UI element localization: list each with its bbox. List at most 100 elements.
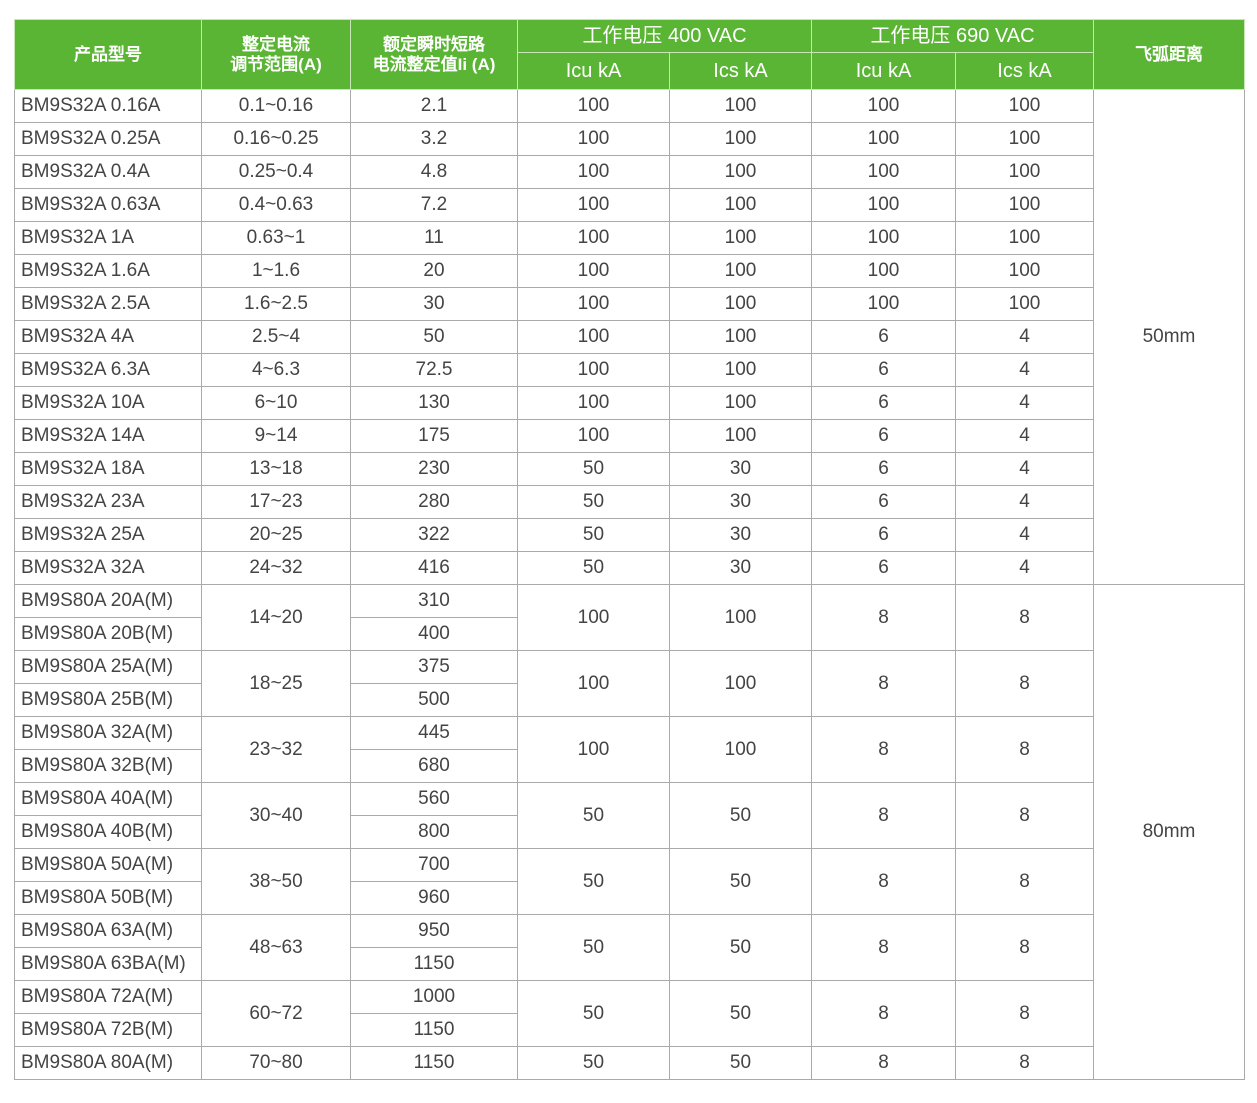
cell-ii: 416: [350, 551, 518, 585]
cell-model: BM9S32A 6.3A: [14, 353, 202, 387]
cell-icu-400: 50: [517, 452, 670, 486]
cell-ics-690: 100: [955, 122, 1094, 156]
cell-ics-400: 100: [669, 254, 812, 288]
cell-ii: 310: [350, 584, 518, 618]
cell-ics-690: 4: [955, 518, 1094, 552]
cell-model: BM9S80A 50A(M): [14, 848, 202, 882]
cell-ii: 20: [350, 254, 518, 288]
cell-ics-690: 100: [955, 155, 1094, 189]
cell-icu-400: 100: [517, 155, 670, 189]
cell-icu-400: 100: [517, 221, 670, 255]
table-row: BM9S32A 1A 0.63~1 11 100 100 100 100: [14, 221, 1245, 255]
cell-icu-400: 100: [517, 89, 670, 123]
cell-range: 17~23: [201, 485, 351, 519]
table-row: BM9S32A 14A 9~14 175 100 100 6 4: [14, 419, 1245, 453]
cell-model: BM9S32A 0.4A: [14, 155, 202, 189]
cell-ii: 30: [350, 287, 518, 321]
cell-icu-400: 50: [517, 1046, 670, 1080]
header-ii-line1: 额定瞬时短路: [383, 34, 485, 54]
cell-icu-690: 8: [811, 650, 956, 717]
cell-ics-400: 50: [669, 782, 812, 849]
cell-model: BM9S32A 1A: [14, 221, 202, 255]
cell-range: 60~72: [201, 980, 351, 1047]
table-row: BM9S80A 32A(M) 23~32 445 100 100 8 8: [14, 716, 1245, 783]
cell-icu-690: 100: [811, 188, 956, 222]
cell-ics-690: 100: [955, 89, 1094, 123]
cell-ics-400: 100: [669, 221, 812, 255]
cell-ii: 445: [350, 716, 518, 750]
cell-ics-690: 100: [955, 188, 1094, 222]
header-range-line1: 整定电流: [242, 34, 310, 54]
cell-ics-690: 8: [955, 716, 1094, 783]
header-icu-400: Icu kA: [517, 52, 670, 90]
cell-range: 0.63~1: [201, 221, 351, 255]
cell-range: 6~10: [201, 386, 351, 420]
cell-icu-400: 100: [517, 188, 670, 222]
header-ii: 额定瞬时短路 电流整定值Ii (A): [350, 19, 518, 90]
cell-ii: 322: [350, 518, 518, 552]
cell-icu-690: 8: [811, 980, 956, 1047]
table-row: BM9S32A 4A 2.5~4 50 100 100 6 4: [14, 320, 1245, 354]
header-v400: 工作电压 400 VAC: [517, 19, 812, 53]
cell-arc-distance: 80mm: [1093, 584, 1245, 1080]
header-arc: 飞弧距离: [1093, 19, 1245, 90]
cell-model: BM9S32A 2.5A: [14, 287, 202, 321]
header-ics-690: Ics kA: [955, 52, 1094, 90]
table-row: BM9S80A 63A(M) 48~63 950 50 50 8 8: [14, 914, 1245, 981]
table-row: BM9S80A 25A(M) 18~25 375 100 100 8 8: [14, 650, 1245, 717]
cell-ics-400: 100: [669, 584, 812, 651]
cell-ii: 11: [350, 221, 518, 255]
cell-range: 38~50: [201, 848, 351, 915]
cell-icu-690: 100: [811, 122, 956, 156]
cell-ii: 1000: [350, 980, 518, 1014]
table-row: BM9S32A 32A 24~32 416 50 30 6 4: [14, 551, 1245, 585]
cell-model: BM9S80A 72A(M): [14, 980, 202, 1014]
header-icu-690: Icu kA: [811, 52, 956, 90]
cell-ics-400: 100: [669, 122, 812, 156]
cell-ics-400: 50: [669, 914, 812, 981]
cell-ics-690: 8: [955, 848, 1094, 915]
cell-icu-400: 100: [517, 419, 670, 453]
cell-range: 24~32: [201, 551, 351, 585]
cell-ics-400: 30: [669, 551, 812, 585]
cell-ics-690: 4: [955, 419, 1094, 453]
cell-ii: 1150: [350, 1013, 518, 1047]
header-range: 整定电流 调节范围(A): [201, 19, 351, 90]
cell-icu-690: 100: [811, 89, 956, 123]
cell-icu-400: 100: [517, 716, 670, 783]
cell-model: BM9S32A 10A: [14, 386, 202, 420]
cell-icu-690: 8: [811, 1046, 956, 1080]
cell-ii: 1150: [350, 947, 518, 981]
cell-ics-400: 30: [669, 518, 812, 552]
cell-ii: 680: [350, 749, 518, 783]
cell-ics-690: 4: [955, 353, 1094, 387]
table-row: BM9S80A 40B(M) 800: [14, 815, 1245, 849]
cell-icu-400: 100: [517, 122, 670, 156]
table-row: BM9S80A 50A(M) 38~50 700 50 50 8 8: [14, 848, 1245, 915]
cell-icu-400: 100: [517, 320, 670, 354]
cell-icu-690: 6: [811, 320, 956, 354]
cell-range: 20~25: [201, 518, 351, 552]
cell-ics-690: 4: [955, 386, 1094, 420]
cell-ii: 1150: [350, 1046, 518, 1080]
cell-icu-690: 100: [811, 155, 956, 189]
cell-model: BM9S80A 32A(M): [14, 716, 202, 750]
cell-model: BM9S80A 63A(M): [14, 914, 202, 948]
table-row: BM9S32A 0.16A 0.1~0.16 2.1 100 100 100 100 50mm: [14, 89, 1245, 585]
cell-ics-400: 100: [669, 716, 812, 783]
cell-model: BM9S80A 80A(M): [14, 1046, 202, 1080]
cell-ics-690: 8: [955, 1046, 1094, 1080]
cell-ii: 375: [350, 650, 518, 684]
cell-icu-690: 6: [811, 551, 956, 585]
cell-icu-690: 100: [811, 254, 956, 288]
cell-icu-690: 8: [811, 782, 956, 849]
cell-range: 9~14: [201, 419, 351, 453]
table-row: BM9S80A 72A(M) 60~72 1000 50 50 8 8: [14, 980, 1245, 1047]
cell-ii: 2.1: [350, 89, 518, 123]
cell-model: BM9S80A 50B(M): [14, 881, 202, 915]
cell-model: BM9S80A 63BA(M): [14, 947, 202, 981]
header-ics-400: Ics kA: [669, 52, 812, 90]
table-row: BM9S32A 6.3A 4~6.3 72.5 100 100 6 4: [14, 353, 1245, 387]
spec-table: 产品型号 整定电流 调节范围(A) 额定瞬时短路 电流整定值Ii (A) 工作电压 …: [14, 19, 1245, 1080]
cell-icu-690: 100: [811, 287, 956, 321]
